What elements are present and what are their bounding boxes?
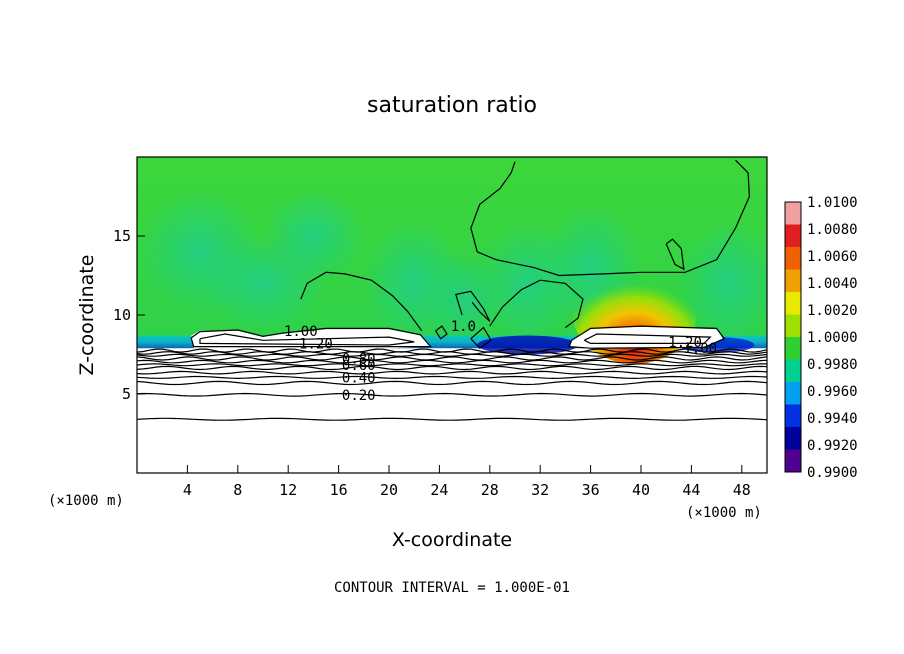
contour-line xyxy=(665,238,685,271)
contour-label: 1.00 xyxy=(683,341,717,357)
colorbar-level-label: 0.9900 xyxy=(807,465,858,481)
colorbar-level-label: 1.0000 xyxy=(807,330,858,346)
x-unit-left: (×1000 m) xyxy=(48,493,124,509)
contour-line xyxy=(137,356,767,361)
contour-line xyxy=(199,333,415,346)
colorbar-swatch xyxy=(785,224,801,247)
contour-line xyxy=(190,327,432,348)
x-unit-right: (×1000 m) xyxy=(686,505,762,521)
x-tick-label: 36 xyxy=(582,481,600,499)
contour-label: 1.20 xyxy=(668,335,702,351)
y-tick-label: 10 xyxy=(113,306,131,324)
colorbar-swatch xyxy=(785,382,801,405)
colorbar-level-label: 1.0080 xyxy=(807,222,858,238)
contour-label: 1.20 xyxy=(299,336,333,352)
colorbar-swatch xyxy=(785,269,801,292)
x-tick-label: 44 xyxy=(682,481,700,499)
colorbar-level-label: 1.0060 xyxy=(807,249,858,265)
contour-line xyxy=(455,290,491,322)
x-tick-label: 40 xyxy=(632,481,650,499)
contour-line xyxy=(470,326,492,349)
contour-line xyxy=(476,159,751,277)
colorbar-swatch xyxy=(785,247,801,270)
colorbar-swatch xyxy=(785,337,801,360)
colorbar-level-label: 0.9940 xyxy=(807,411,858,427)
colorbar-level-label: 0.9980 xyxy=(807,357,858,373)
colorbar-level-label: 1.0100 xyxy=(807,195,858,211)
colorbar-frame xyxy=(784,201,802,473)
x-tick-label: 16 xyxy=(330,481,348,499)
colorbar-swatch xyxy=(785,202,801,225)
contour-interval: CONTOUR INTERVAL = 1.000E-01 xyxy=(334,580,570,596)
contour-labels: 1.001.200.800.600.400.201.201.001.0 xyxy=(284,319,717,404)
contour-line xyxy=(137,363,767,367)
contour-label: 0.80 xyxy=(342,351,376,367)
colorbar: 1.0100 1.0080 1.0060 1.0040 1.0020 1.0000 0.99… xyxy=(784,195,858,481)
contour-label: 0.40 xyxy=(342,370,376,386)
x-tick-label: 12 xyxy=(279,481,297,499)
contour-line xyxy=(137,380,767,386)
contour-line xyxy=(137,359,767,364)
y-tick-label: 5 xyxy=(122,385,131,403)
x-axis-label: X-coordinate xyxy=(392,529,512,551)
colorbar-level-label: 1.0040 xyxy=(807,276,858,292)
y-axis-label: Z-coordinate xyxy=(76,255,98,376)
x-tick-label: 24 xyxy=(430,481,448,499)
contour-label: 1.00 xyxy=(284,324,318,340)
x-tick-label: 48 xyxy=(733,481,751,499)
contour-line xyxy=(584,333,712,344)
contour-line xyxy=(137,348,767,353)
colorbar-swatch xyxy=(785,404,801,427)
subsaturated-patch xyxy=(678,220,767,347)
x-tick-label: 8 xyxy=(233,481,242,499)
colorbar-swatch xyxy=(785,427,801,450)
x-tick-label: 32 xyxy=(531,481,549,499)
contour-line xyxy=(568,325,726,349)
colorbar-level-label: 0.9920 xyxy=(807,438,858,454)
contour-label: 1.0 xyxy=(451,319,476,335)
contour-line xyxy=(137,370,767,375)
contour-line xyxy=(435,325,448,340)
colorbar-swatch xyxy=(785,449,801,472)
colorbar-swatch xyxy=(785,359,801,382)
colorbar-swatch xyxy=(785,292,801,315)
contour-line xyxy=(137,375,767,380)
x-tick-label: 4 xyxy=(183,481,192,499)
y-tick-label: 15 xyxy=(113,227,131,245)
y-axis-ticks: 5 10 15 xyxy=(113,227,145,403)
contour-line xyxy=(137,417,767,421)
subsaturated-patch xyxy=(263,188,364,284)
chart-title: saturation ratio xyxy=(367,93,537,118)
contour-line xyxy=(470,161,516,252)
contour-line xyxy=(137,365,767,371)
contour-line xyxy=(137,392,767,397)
contour-line xyxy=(137,353,767,357)
contour-line xyxy=(489,279,584,329)
contour-label: 0.20 xyxy=(342,388,376,404)
contour-label: 0.60 xyxy=(342,358,376,374)
x-tick-label: 20 xyxy=(380,481,398,499)
colorbar-swatch xyxy=(785,314,801,337)
contour-line xyxy=(300,271,423,332)
colorbar-level-label: 0.9960 xyxy=(807,384,858,400)
x-axis-ticks: 4 8 12 16 20 24 28 32 36 40 44 48 xyxy=(183,465,751,499)
colorbar-level-label: 1.0020 xyxy=(807,303,858,319)
saturation-field xyxy=(137,157,767,473)
contour-lines xyxy=(137,159,767,421)
x-tick-label: 28 xyxy=(481,481,499,499)
